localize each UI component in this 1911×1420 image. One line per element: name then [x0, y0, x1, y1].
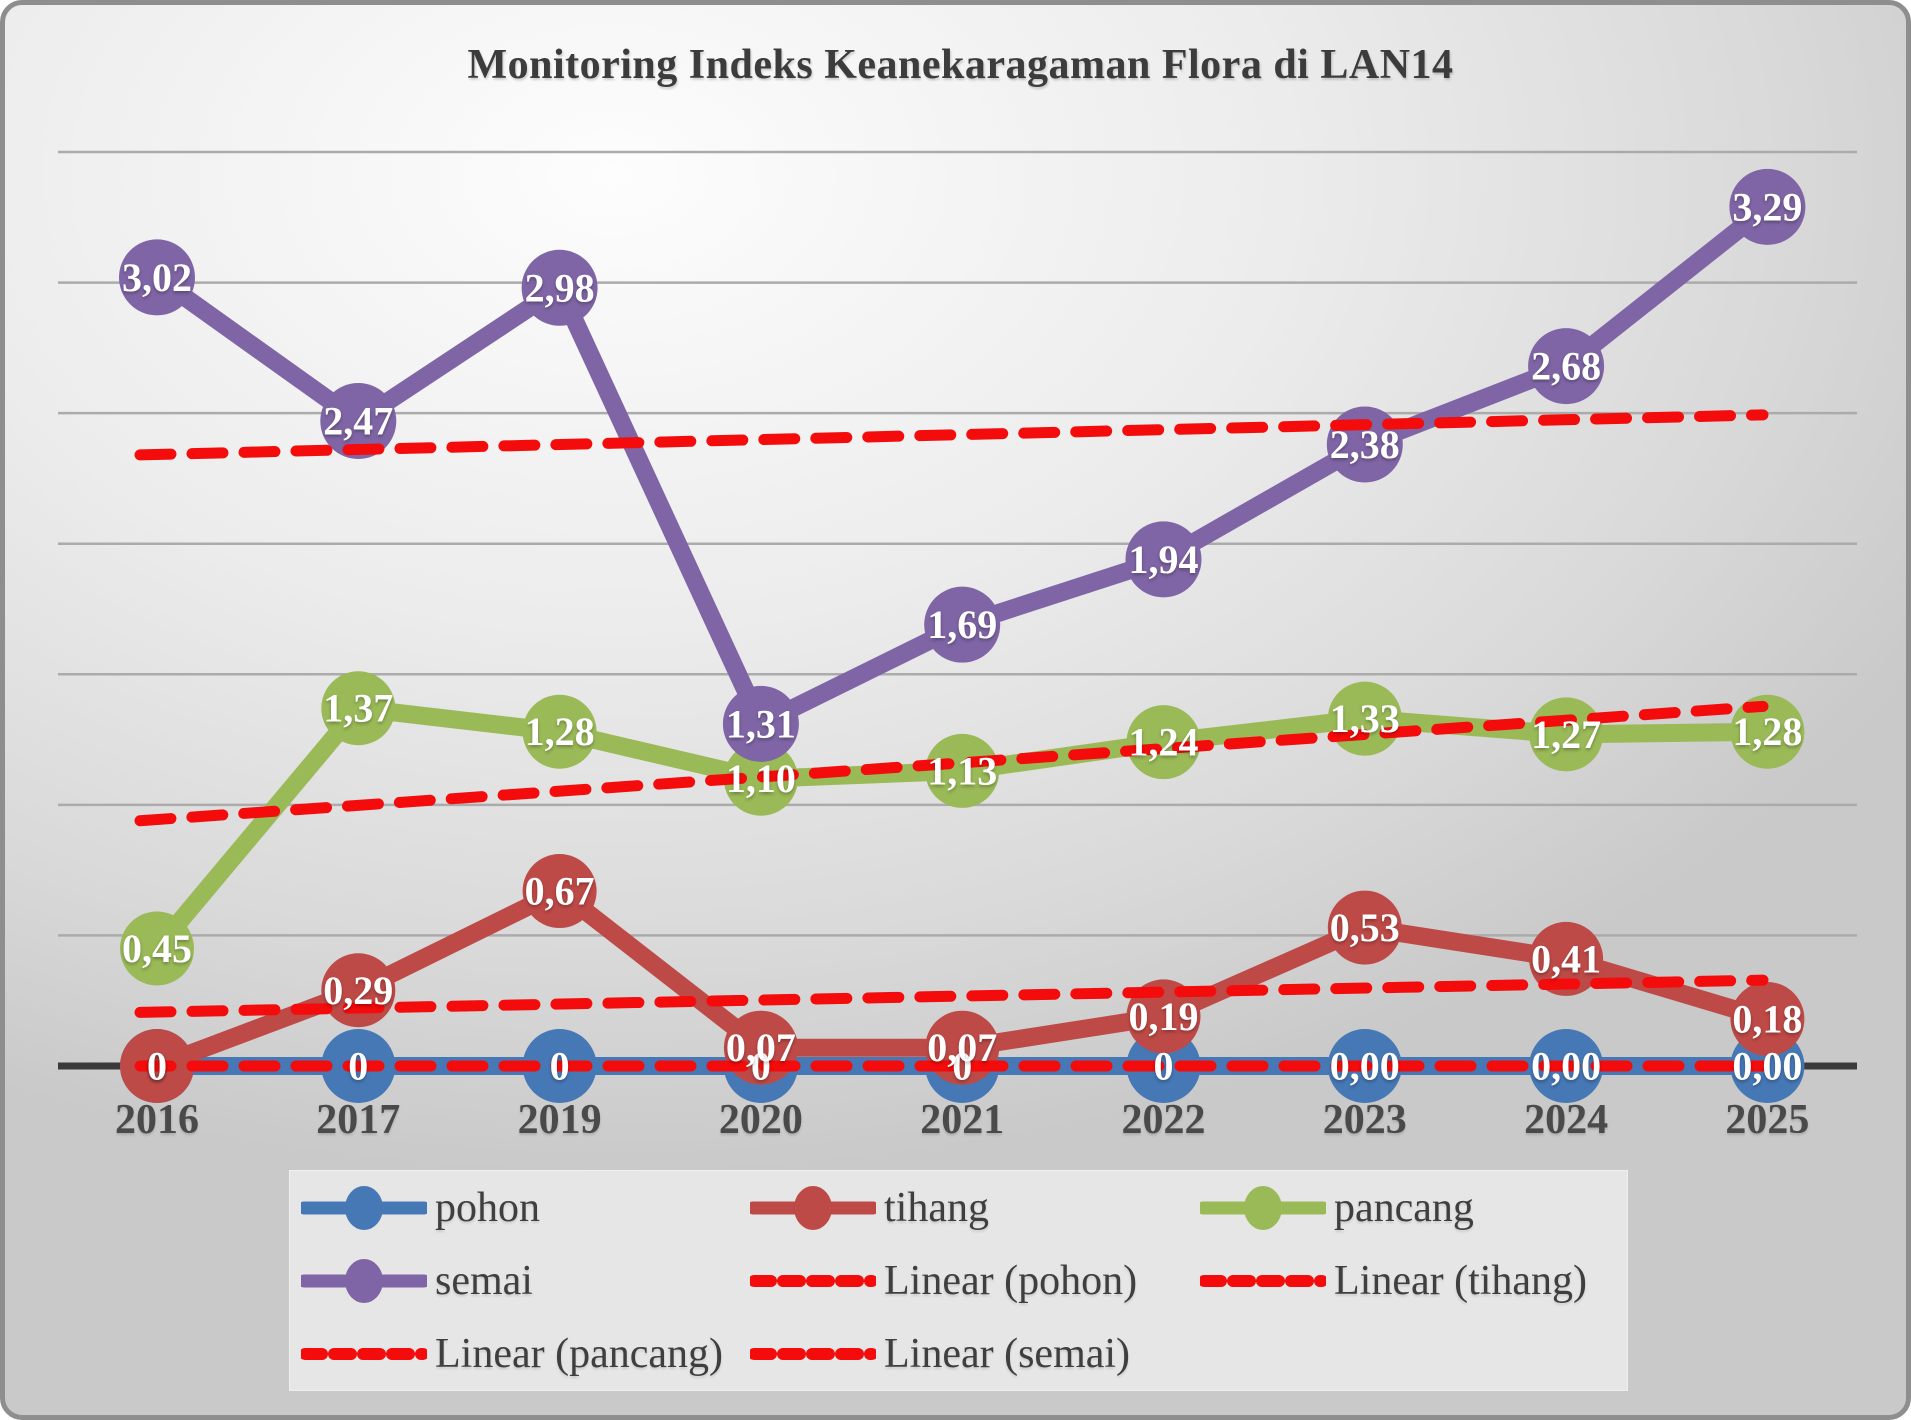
series-marker-semai-2016 [119, 239, 195, 316]
data-label-tihang-2016: 0 [147, 1044, 167, 1089]
x-axis-label-2016: 2016 [115, 1097, 199, 1143]
data-label-semai-2016: 3,02 [122, 255, 192, 300]
legend-item-semai: semai [301, 1256, 750, 1306]
chart-legend: pohon tihang pancang semai Linear (pohon) Lin… [289, 1170, 1628, 1391]
trendline-pancang [134, 700, 1769, 827]
data-label-tihang-2019: 0,67 [525, 869, 595, 914]
series-marker-semai-2019 [521, 249, 598, 326]
x-axis-label-2017: 2017 [316, 1097, 400, 1143]
series-marker-semai-2020 [722, 685, 799, 762]
legend-label: Linear (tihang) [1334, 1257, 1588, 1304]
series-marker-tihang-2023 [1327, 890, 1402, 965]
legend-item-pohon: pohon [301, 1183, 750, 1233]
series-marker-pancang-2017 [321, 671, 396, 746]
data-label-pancang-2021: 1,13 [927, 748, 997, 793]
series-marker-pancang-2021 [925, 733, 1000, 808]
series-marker-pancang-2019 [522, 694, 597, 769]
series-marker-semai-2022 [1125, 521, 1202, 598]
data-label-pancang-2025: 1,28 [1732, 709, 1802, 754]
legend-label: tihang [884, 1184, 989, 1231]
data-label-pohon-2024: 0,00 [1531, 1044, 1601, 1089]
data-label-tihang-2025: 0,18 [1732, 996, 1802, 1041]
series-marker-semai-2025 [1729, 168, 1806, 245]
dashed-line-swatch-icon [750, 1347, 876, 1360]
series-marker-pancang-2024 [1529, 697, 1604, 772]
data-label-pancang-2019: 1,28 [525, 709, 595, 754]
data-label-semai-2023: 2,38 [1330, 422, 1400, 467]
line-marker-swatch-icon [301, 1185, 427, 1230]
data-label-tihang-2023: 0,53 [1330, 905, 1400, 950]
data-label-pohon-2017: 0 [348, 1044, 368, 1089]
data-label-semai-2021: 1,69 [927, 602, 997, 647]
data-label-semai-2019: 2,98 [525, 265, 595, 310]
data-label-pancang-2023: 1,33 [1330, 696, 1400, 741]
data-label-tihang-2022: 0,19 [1129, 994, 1199, 1039]
x-axis-label-2025: 2025 [1725, 1097, 1809, 1143]
data-label-pohon-2016: 0 [147, 1044, 167, 1089]
legend-label: pohon [435, 1184, 540, 1231]
dashed-line-swatch-icon [1200, 1274, 1326, 1287]
data-label-semai-2024: 2,68 [1531, 344, 1601, 389]
series-marker-semai-2017 [320, 382, 397, 459]
legend-item-linear-pancang: Linear (pancang) [301, 1329, 750, 1379]
legend-label: Linear (semai) [884, 1330, 1131, 1377]
data-label-semai-2025: 3,29 [1732, 184, 1802, 229]
x-axis-label-2021: 2021 [920, 1097, 1004, 1143]
data-label-semai-2022: 1,94 [1129, 537, 1199, 582]
legend-label: semai [435, 1257, 533, 1304]
data-label-pancang-2020: 1,10 [726, 756, 796, 801]
legend-item-linear-semai: Linear (semai) [750, 1329, 1200, 1379]
trendline-semai [134, 409, 1769, 461]
data-label-tihang-2017: 0,29 [323, 968, 393, 1013]
line-marker-swatch-icon [750, 1185, 876, 1230]
legend-item-pancang: pancang [1200, 1183, 1628, 1233]
x-axis-label-2023: 2023 [1323, 1097, 1407, 1143]
dashed-line-swatch-icon [301, 1347, 427, 1360]
data-label-tihang-2020: 0,07 [726, 1025, 796, 1070]
x-axis-label-2019: 2019 [518, 1097, 602, 1143]
legend-item-tihang: tihang [750, 1183, 1200, 1233]
data-label-tihang-2021: 0,07 [927, 1025, 997, 1070]
data-label-semai-2020: 1,31 [726, 701, 796, 746]
data-label-pancang-2016: 0,45 [122, 926, 192, 971]
legend-item-linear-pohon: Linear (pohon) [750, 1256, 1200, 1306]
data-label-pohon-2021: 0 [952, 1044, 972, 1089]
series-marker-tihang-2025 [1730, 981, 1805, 1056]
trendline-tihang [134, 974, 1769, 1018]
line-marker-swatch-icon [301, 1258, 427, 1303]
data-label-pohon-2022: 0 [1154, 1044, 1174, 1089]
data-label-pancang-2024: 1,27 [1531, 712, 1601, 757]
series-marker-semai-2024 [1528, 328, 1605, 405]
series-marker-pancang-2025 [1730, 694, 1805, 769]
legend-item-linear-tihang: Linear (tihang) [1200, 1256, 1628, 1306]
data-label-pohon-2019: 0 [550, 1044, 570, 1089]
series-marker-pancang-2016 [120, 911, 194, 986]
x-axis-label-2024: 2024 [1524, 1097, 1608, 1143]
data-label-semai-2017: 2,47 [323, 398, 393, 443]
x-axis-label-2022: 2022 [1122, 1097, 1206, 1143]
series-marker-pancang-2022 [1126, 705, 1201, 780]
legend-label: Linear (pohon) [884, 1257, 1138, 1304]
x-axis-label-2020: 2020 [719, 1097, 803, 1143]
data-label-tihang-2024: 0,41 [1531, 936, 1601, 981]
legend-label: pancang [1334, 1184, 1474, 1231]
legend-label: Linear (pancang) [435, 1330, 723, 1377]
data-label-pohon-2025: 0,00 [1732, 1044, 1802, 1089]
series-marker-tihang-2019 [522, 854, 597, 929]
data-label-pohon-2020: 0 [751, 1044, 771, 1089]
data-label-pancang-2022: 1,24 [1129, 720, 1199, 765]
series-marker-semai-2021 [924, 586, 1001, 663]
dashed-line-swatch-icon [750, 1274, 876, 1287]
series-marker-tihang-2024 [1529, 921, 1604, 996]
data-label-pohon-2023: 0,00 [1330, 1044, 1400, 1089]
line-marker-swatch-icon [1200, 1185, 1326, 1230]
chart-title: Monitoring Indeks Keanekaragaman Flora d… [467, 42, 1454, 88]
data-label-pancang-2017: 1,37 [323, 686, 393, 731]
